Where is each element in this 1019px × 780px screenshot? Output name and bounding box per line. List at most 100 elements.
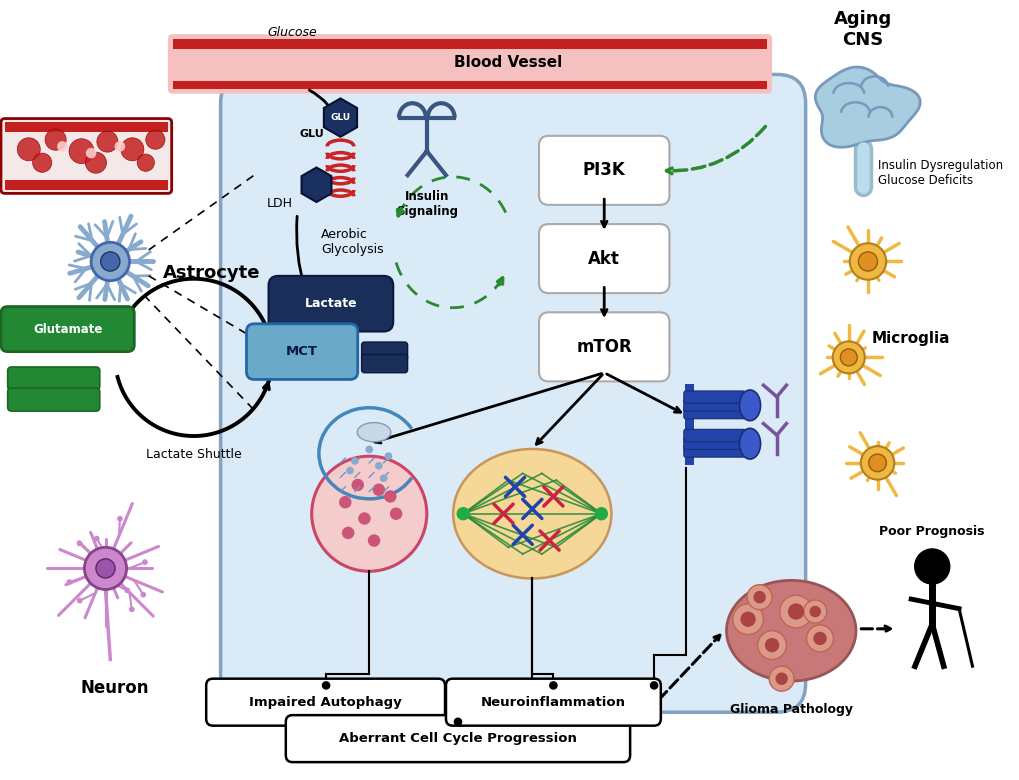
Circle shape (66, 580, 72, 585)
FancyBboxPatch shape (683, 437, 745, 449)
Circle shape (86, 148, 96, 158)
Circle shape (649, 681, 658, 690)
Circle shape (101, 252, 120, 271)
Text: LDH: LDH (266, 197, 292, 211)
Text: Neuron: Neuron (81, 679, 149, 697)
Circle shape (548, 681, 557, 690)
Circle shape (345, 466, 354, 474)
Circle shape (86, 152, 106, 173)
Circle shape (338, 496, 352, 509)
Ellipse shape (452, 449, 610, 579)
FancyBboxPatch shape (8, 367, 100, 390)
Circle shape (17, 138, 40, 161)
FancyBboxPatch shape (1, 119, 171, 193)
FancyBboxPatch shape (445, 679, 660, 725)
Circle shape (91, 243, 129, 281)
Text: Neuroinflammation: Neuroinflammation (480, 696, 626, 709)
FancyBboxPatch shape (683, 391, 745, 403)
Bar (684, 423, 694, 465)
Text: Poor Prognosis: Poor Prognosis (878, 525, 984, 537)
Text: Glioma Pathology: Glioma Pathology (729, 703, 852, 716)
Circle shape (365, 445, 373, 453)
Text: Aging
CNS: Aging CNS (834, 10, 892, 48)
Circle shape (753, 591, 765, 604)
Circle shape (321, 681, 330, 690)
Circle shape (594, 507, 607, 520)
Text: Microglia: Microglia (871, 331, 950, 346)
FancyBboxPatch shape (538, 136, 668, 205)
Circle shape (375, 462, 382, 470)
FancyBboxPatch shape (538, 224, 668, 293)
FancyBboxPatch shape (361, 342, 408, 360)
Text: Insulin Dysregulation
Glucose Deficits: Insulin Dysregulation Glucose Deficits (876, 159, 1002, 187)
Bar (172, 81, 766, 89)
FancyBboxPatch shape (683, 406, 745, 419)
Text: Insulin
Signaling: Insulin Signaling (395, 190, 458, 218)
Circle shape (787, 604, 803, 619)
Text: Astrocyte: Astrocyte (163, 264, 260, 282)
Circle shape (806, 625, 833, 652)
Text: mTOR: mTOR (576, 338, 632, 356)
Circle shape (341, 526, 354, 539)
Circle shape (85, 548, 126, 590)
Text: Blood Vessel: Blood Vessel (453, 55, 561, 70)
Circle shape (120, 138, 144, 161)
FancyBboxPatch shape (1, 307, 135, 352)
Circle shape (757, 631, 786, 660)
Circle shape (384, 490, 396, 502)
Circle shape (33, 153, 52, 172)
Circle shape (389, 508, 401, 520)
Circle shape (746, 585, 771, 610)
Polygon shape (814, 67, 919, 147)
Bar (684, 385, 694, 427)
Circle shape (803, 600, 826, 623)
Circle shape (832, 342, 864, 374)
Circle shape (128, 607, 135, 612)
Circle shape (779, 595, 811, 628)
Circle shape (384, 452, 392, 460)
Circle shape (124, 587, 130, 594)
Circle shape (740, 612, 755, 627)
Text: GLU: GLU (300, 129, 324, 139)
Circle shape (69, 139, 94, 164)
Circle shape (732, 604, 762, 635)
Circle shape (768, 666, 794, 691)
Circle shape (812, 632, 826, 645)
Bar (5, 122, 168, 132)
Circle shape (57, 141, 67, 151)
Circle shape (764, 638, 779, 652)
Circle shape (142, 559, 148, 565)
Text: GLU: GLU (330, 113, 351, 122)
FancyBboxPatch shape (683, 429, 745, 441)
Text: Lactate: Lactate (305, 297, 357, 310)
Ellipse shape (739, 428, 760, 459)
Ellipse shape (739, 390, 760, 420)
Circle shape (379, 474, 387, 482)
Circle shape (76, 541, 83, 546)
Circle shape (358, 512, 370, 525)
Circle shape (96, 558, 115, 578)
Circle shape (868, 454, 886, 472)
Circle shape (146, 130, 165, 149)
Circle shape (137, 154, 154, 172)
Circle shape (858, 252, 876, 271)
Text: Aerobic
Glycolysis: Aerobic Glycolysis (321, 229, 383, 257)
Circle shape (774, 672, 787, 685)
Text: Akt: Akt (588, 250, 620, 268)
Circle shape (97, 131, 118, 152)
Circle shape (352, 479, 364, 491)
Circle shape (457, 507, 470, 520)
FancyBboxPatch shape (247, 324, 358, 379)
Circle shape (141, 592, 146, 597)
Circle shape (840, 349, 856, 366)
FancyBboxPatch shape (683, 445, 745, 457)
FancyBboxPatch shape (268, 276, 393, 332)
Text: Glutamate: Glutamate (33, 323, 102, 335)
Circle shape (453, 718, 462, 726)
Text: Glucose: Glucose (267, 26, 317, 39)
Text: PI3K: PI3K (582, 161, 625, 179)
Circle shape (368, 534, 380, 547)
Circle shape (809, 606, 820, 617)
Circle shape (913, 548, 950, 585)
FancyBboxPatch shape (285, 715, 630, 762)
